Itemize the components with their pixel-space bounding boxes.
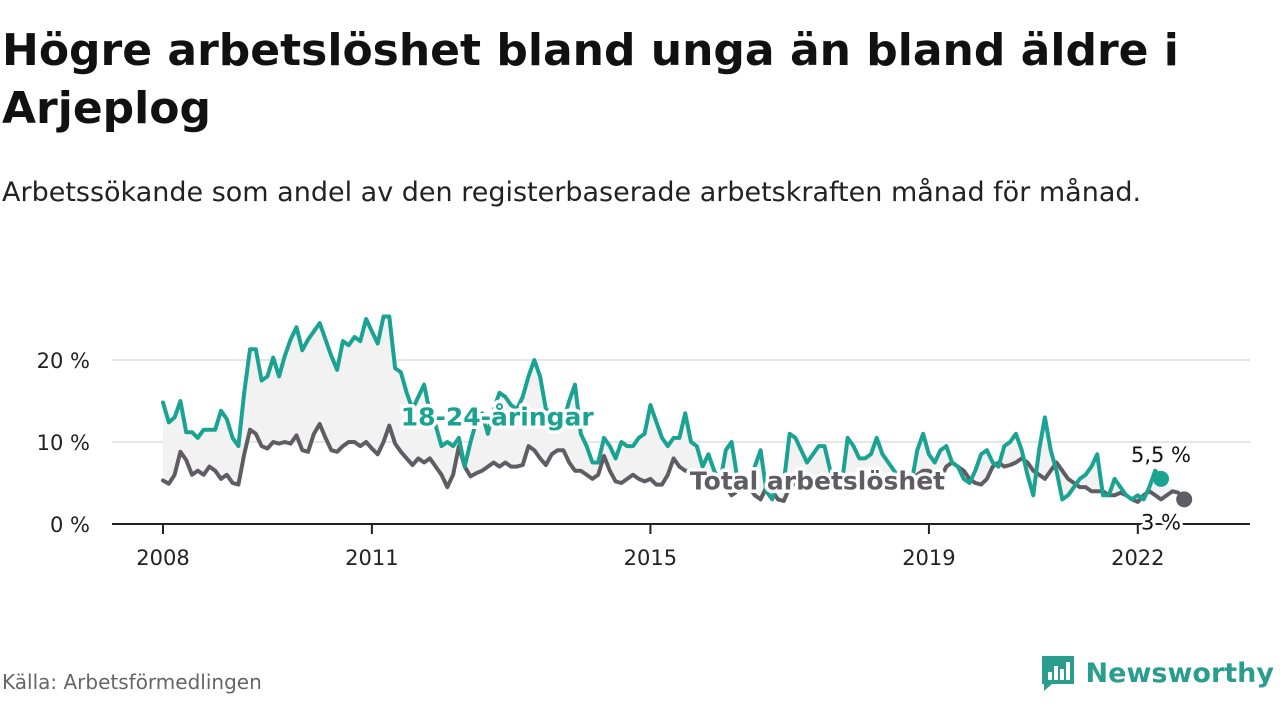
x-tick-label: 2011 bbox=[345, 546, 398, 570]
chart-subtitle: Arbetssökande som andel av den registerb… bbox=[2, 177, 1142, 208]
x-tick-label: 2019 bbox=[902, 546, 955, 570]
series-label-halo: 18-24-åringar bbox=[401, 402, 595, 431]
source-note: Källa: Arbetsförmedlingen bbox=[2, 670, 262, 694]
gap-band bbox=[163, 316, 1185, 502]
x-tick-label: 2022 bbox=[1111, 546, 1164, 570]
brand-name: Newsworthy bbox=[1085, 657, 1274, 689]
end-value-halo: 5,5 % bbox=[1131, 443, 1191, 467]
brand-logo: Newsworthy bbox=[1040, 654, 1274, 692]
x-axis: 2008 2011 2015 2019 2022 bbox=[112, 523, 1250, 570]
series-lines bbox=[161, 314, 1193, 508]
total-end-marker bbox=[1176, 491, 1193, 508]
youth-end-marker bbox=[1152, 470, 1169, 487]
end-value-label: 3 % bbox=[1141, 510, 1181, 534]
y-tick-label: 0 % bbox=[50, 513, 90, 537]
series-label: Total arbetslöshet bbox=[690, 466, 945, 495]
end-value-label: 5,5 % bbox=[1131, 443, 1191, 467]
series-label-halo: Total arbetslöshet bbox=[690, 466, 945, 495]
total-line bbox=[161, 422, 1187, 504]
y-axis: 0 % 10 % 20 % bbox=[37, 349, 90, 537]
y-tick-label: 10 % bbox=[37, 431, 90, 455]
newsworthy-logo-icon bbox=[1041, 656, 1074, 691]
x-tick-label: 2008 bbox=[136, 546, 189, 570]
x-tick-label: 2015 bbox=[624, 546, 677, 570]
chart-title: Högre arbetslöshet bland unga än bland ä… bbox=[2, 25, 1179, 134]
youth-line bbox=[161, 314, 1163, 502]
end-value-halo: 3 % bbox=[1141, 510, 1181, 534]
y-tick-label: 20 % bbox=[37, 349, 90, 373]
series-label: 18-24-åringar bbox=[401, 402, 595, 431]
